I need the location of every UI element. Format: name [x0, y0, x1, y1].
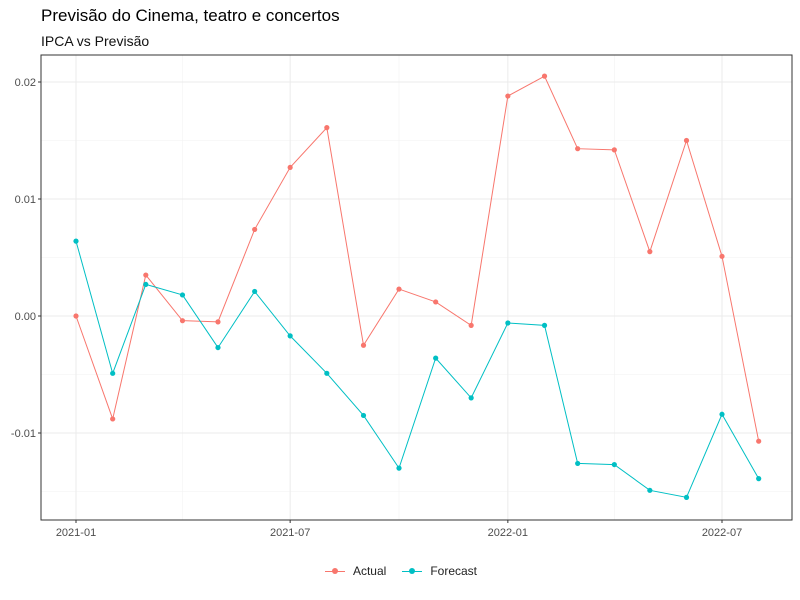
data-point-actual [396, 286, 402, 292]
x-tick-label: 2021-07 [270, 527, 310, 539]
data-point-forecast [541, 322, 548, 328]
y-tick-label: 0.01 [15, 194, 36, 206]
data-point-forecast [360, 412, 367, 419]
data-point-forecast [179, 292, 186, 298]
data-point-actual [541, 73, 548, 79]
x-tick-label: 2022-01 [488, 527, 528, 539]
data-point-actual [468, 322, 474, 328]
legend-item-actual: Actual [323, 564, 386, 578]
data-point-forecast [683, 494, 690, 500]
legend: Actual Forecast [0, 564, 800, 578]
data-point-forecast [110, 370, 116, 376]
data-point-forecast [396, 465, 402, 471]
data-point-actual [756, 438, 762, 444]
data-point-actual [505, 93, 511, 99]
data-point-forecast [252, 288, 258, 295]
legend-label-forecast: Forecast [430, 564, 478, 578]
series-line-actual [75, 75, 760, 442]
data-point-actual [360, 342, 367, 348]
legend-label-actual: Actual [352, 564, 387, 578]
data-point-actual [647, 249, 653, 255]
data-point-forecast [647, 487, 653, 493]
data-point-actual [575, 146, 581, 152]
data-point-actual [110, 416, 116, 422]
data-point-forecast [505, 320, 511, 326]
data-point-forecast [719, 411, 725, 417]
data-point-actual [143, 272, 149, 278]
legend-key-actual [323, 565, 347, 577]
y-tick-label: -0.01 [11, 428, 36, 440]
data-point-actual [683, 137, 690, 144]
data-point-actual [179, 318, 186, 324]
data-point-actual [215, 319, 221, 325]
data-point-forecast [324, 370, 330, 376]
data-point-forecast [215, 344, 221, 351]
data-point-actual [252, 226, 258, 233]
data-point-forecast [468, 395, 474, 401]
data-point-forecast [143, 281, 149, 288]
data-point-forecast [756, 476, 762, 482]
data-point-forecast [287, 333, 293, 339]
series-line-forecast [75, 240, 760, 498]
legend-item-forecast: Forecast [400, 564, 477, 578]
y-tick-label: 0.00 [15, 311, 36, 323]
data-point-actual [433, 299, 439, 305]
data-point-actual [611, 147, 617, 153]
data-point-actual [287, 164, 293, 171]
chart-subtitle: IPCA vs Previsão [41, 33, 150, 49]
data-point-forecast [575, 460, 581, 467]
data-point-forecast [73, 238, 79, 244]
chart-title: Previsão do Cinema, teatro e concertos [41, 6, 340, 25]
x-tick-label: 2021-01 [56, 527, 96, 539]
data-point-forecast [433, 355, 439, 361]
legend-key-forecast [400, 565, 424, 577]
data-point-actual [719, 253, 725, 259]
y-tick-label: 0.02 [15, 77, 36, 89]
x-tick-label: 2022-07 [702, 527, 742, 539]
data-point-forecast [611, 461, 617, 468]
plot-panel [40, 54, 793, 521]
data-point-actual [324, 125, 330, 131]
data-point-actual [73, 313, 79, 319]
